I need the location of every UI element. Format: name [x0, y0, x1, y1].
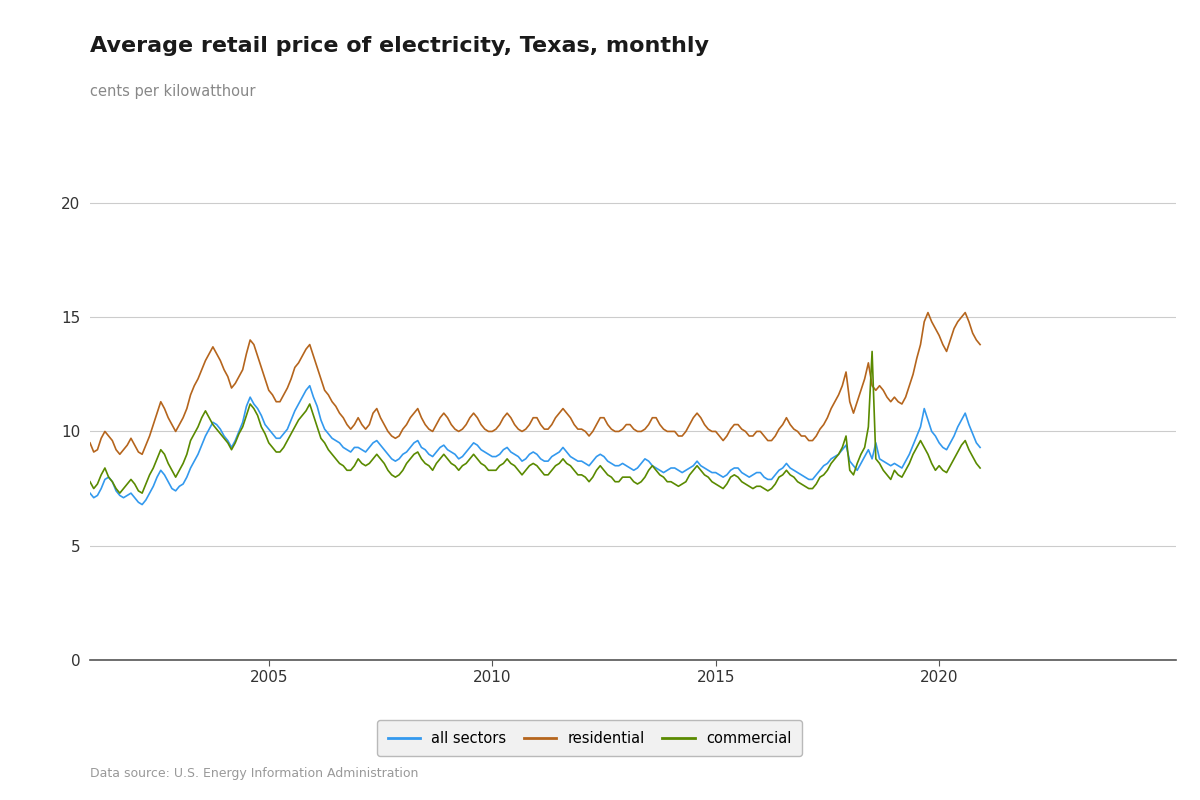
residential: [388, 434, 402, 443]
all sectors: [83, 488, 97, 498]
commercial: [973, 463, 988, 473]
Text: cents per kilowatthour: cents per kilowatthour: [90, 84, 256, 99]
commercial: [113, 488, 127, 498]
Line: residential: residential: [90, 313, 980, 454]
residential: [113, 450, 127, 459]
all sectors: [917, 404, 931, 414]
commercial: [83, 477, 97, 486]
commercial: [228, 438, 242, 448]
Text: Average retail price of electricity, Texas, monthly: Average retail price of electricity, Tex…: [90, 36, 709, 56]
residential: [83, 438, 97, 448]
commercial: [865, 346, 880, 356]
all sectors: [134, 500, 149, 510]
all sectors: [392, 454, 407, 464]
Text: Data source: U.S. Energy Information Administration: Data source: U.S. Energy Information Adm…: [90, 767, 419, 780]
all sectors: [228, 436, 242, 446]
all sectors: [302, 381, 317, 390]
commercial: [917, 442, 931, 452]
commercial: [124, 474, 138, 484]
residential: [146, 420, 161, 430]
residential: [674, 431, 689, 441]
Legend: all sectors, residential, commercial: all sectors, residential, commercial: [377, 721, 802, 756]
residential: [228, 378, 242, 388]
residential: [973, 340, 988, 350]
commercial: [674, 479, 689, 489]
all sectors: [146, 482, 161, 491]
all sectors: [120, 490, 134, 500]
commercial: [146, 463, 161, 473]
commercial: [388, 472, 402, 482]
Line: commercial: commercial: [90, 351, 980, 493]
all sectors: [973, 442, 988, 452]
all sectors: [679, 466, 694, 475]
residential: [913, 340, 928, 350]
Line: all sectors: all sectors: [90, 386, 980, 505]
residential: [920, 308, 935, 318]
residential: [124, 434, 138, 443]
